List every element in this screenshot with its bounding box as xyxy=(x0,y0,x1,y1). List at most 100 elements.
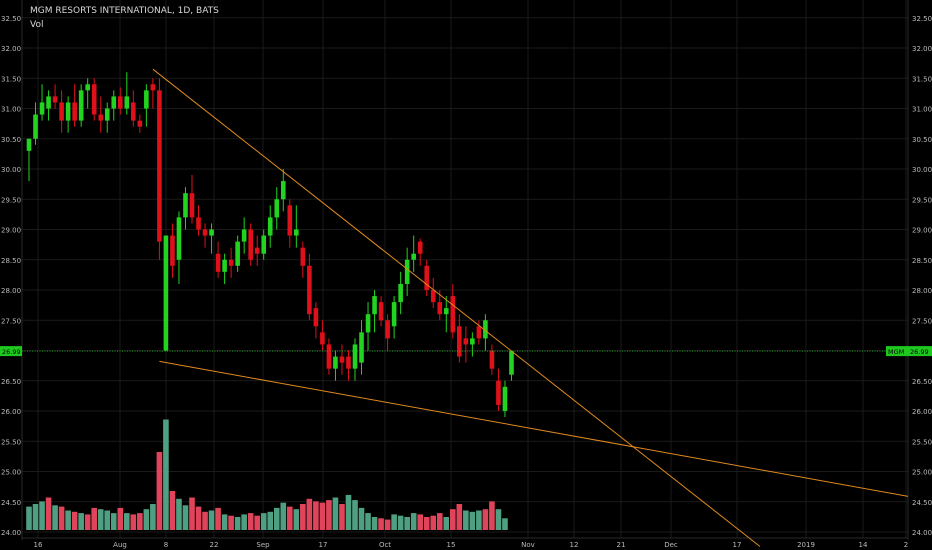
volume-bar xyxy=(45,497,52,530)
x-tick-label: 17 xyxy=(733,541,742,549)
candle-body xyxy=(170,235,175,266)
y-tick-label-right: 26.00 xyxy=(912,408,932,416)
volume-bar xyxy=(176,498,182,530)
candle-body xyxy=(339,356,345,363)
candle-body xyxy=(117,96,123,109)
y-tick-label-right: 25.50 xyxy=(912,438,932,446)
candle-body xyxy=(144,90,149,109)
volume-bar xyxy=(124,513,130,530)
trendline-lower xyxy=(159,360,909,497)
candle-body xyxy=(287,205,293,236)
y-tick-label-left: 32.00 xyxy=(1,45,21,53)
current-price-label-right: 26.99 xyxy=(910,348,929,356)
volume-bar xyxy=(215,507,221,530)
volume-bar xyxy=(463,510,469,530)
candle-body xyxy=(131,102,136,121)
x-tick-label: 15 xyxy=(447,541,456,549)
volume-bar xyxy=(443,517,450,530)
volume-bar xyxy=(221,514,228,530)
volume-bar xyxy=(352,500,358,530)
candle-body xyxy=(300,247,306,266)
volume-bar xyxy=(450,509,456,530)
candle-body xyxy=(46,96,51,109)
volume-bar xyxy=(104,510,111,530)
volume-bar xyxy=(410,513,417,530)
y-tick-label-left: 24.00 xyxy=(1,529,21,537)
volume-bar xyxy=(26,506,32,530)
candle-body xyxy=(202,229,208,236)
volume-bar xyxy=(156,452,163,530)
candle-body xyxy=(33,114,38,139)
candle-body xyxy=(437,302,443,315)
volume-bar xyxy=(137,513,143,530)
volume-bar xyxy=(287,506,293,530)
x-tick-label: 8 xyxy=(164,541,168,549)
volume-bar xyxy=(32,504,39,530)
candle-body xyxy=(85,84,90,91)
y-tick-label-right: 30.50 xyxy=(912,136,932,144)
x-tick-label: Oct xyxy=(379,541,391,549)
candle-body xyxy=(502,386,508,411)
candle-body xyxy=(26,138,32,151)
y-tick-label-right: 25.00 xyxy=(912,469,932,477)
volume-bar xyxy=(495,509,502,530)
volume-bar xyxy=(91,507,97,530)
volume-bar xyxy=(306,498,313,530)
y-tick-label-right: 31.50 xyxy=(912,75,932,83)
symbol-title: MGM RESORTS INTERNATIONAL, 1D, BATS xyxy=(30,6,219,16)
volume-bar xyxy=(423,517,430,530)
volume-bar xyxy=(228,515,234,530)
volume-bar xyxy=(117,507,124,530)
volume-bar xyxy=(391,514,397,530)
candle-body xyxy=(450,296,456,333)
y-tick-label-left: 26.50 xyxy=(1,378,21,386)
y-tick-label-left: 25.50 xyxy=(1,438,21,446)
candle-body xyxy=(52,96,58,103)
x-tick-label: Aug xyxy=(113,541,127,549)
candle-body xyxy=(496,380,501,405)
volume-bar xyxy=(195,506,202,530)
candle-body xyxy=(241,229,247,242)
candle-body xyxy=(65,102,71,121)
candle-body xyxy=(411,253,416,260)
candle-body xyxy=(59,102,64,121)
candle-body xyxy=(254,247,260,254)
candle-body xyxy=(72,102,77,121)
volume-bar xyxy=(436,513,443,530)
candle-body xyxy=(424,265,430,290)
candle-body xyxy=(483,320,488,339)
candle-body xyxy=(209,229,214,236)
volume-bar xyxy=(39,501,45,530)
volume-bar xyxy=(71,511,78,530)
y-tick-label-left: 28.00 xyxy=(1,287,21,295)
volume-bar xyxy=(65,510,71,530)
candle-body xyxy=(489,350,495,369)
x-tick-label: 2 xyxy=(904,541,908,549)
candle-body xyxy=(157,90,162,242)
y-tick-label-left: 24.50 xyxy=(1,499,21,507)
volume-bar xyxy=(456,504,463,530)
volume-bar xyxy=(208,510,215,530)
candle-body xyxy=(430,290,436,303)
volume-bar xyxy=(469,511,476,530)
y-tick-label-left: 30.00 xyxy=(1,166,21,174)
candle-body xyxy=(346,356,351,369)
y-tick-label-left: 32.50 xyxy=(1,15,21,23)
candle-body xyxy=(313,308,319,327)
y-tick-label-left: 26.00 xyxy=(1,408,21,416)
x-tick-label: 14 xyxy=(859,541,868,549)
y-tick-label-left: 29.50 xyxy=(1,196,21,204)
volume-bar xyxy=(97,509,104,530)
y-tick-label-left: 29.00 xyxy=(1,227,21,235)
x-tick-label: 12 xyxy=(570,541,579,549)
y-tick-label-right: 29.00 xyxy=(912,227,932,235)
volume-bar xyxy=(234,517,241,530)
y-tick-label-right: 29.50 xyxy=(912,196,932,204)
candle-body xyxy=(463,338,469,345)
candle-body xyxy=(215,253,221,272)
candle-body xyxy=(470,338,475,345)
volume-bar xyxy=(502,518,508,530)
candle-body xyxy=(98,114,104,121)
